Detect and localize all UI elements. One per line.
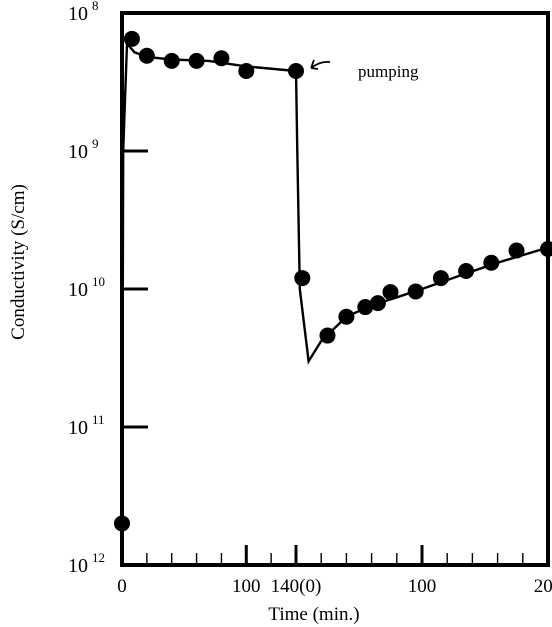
data-point <box>458 263 475 280</box>
data-point <box>338 308 355 325</box>
x-axis-title: Time (min.) <box>268 604 359 625</box>
x-axis-ticks <box>146 545 524 565</box>
data-point <box>163 52 180 69</box>
data-point <box>382 284 399 301</box>
pumping-label: pumping <box>358 62 419 81</box>
data-point <box>288 62 304 79</box>
y-tick-label: 10 10 <box>68 274 105 301</box>
x-tick-label: 200 <box>534 576 552 597</box>
data-point <box>188 52 205 69</box>
y-tick-label: 10 11 <box>68 412 105 439</box>
data-points <box>114 30 552 532</box>
data-point <box>238 62 255 79</box>
x-tick-label: 100 <box>232 576 261 597</box>
data-point <box>483 254 500 271</box>
fit-curve <box>120 40 549 566</box>
data-point <box>407 283 424 300</box>
y-tick-label: 10 8 <box>68 0 99 25</box>
y-tick-label: 10 9 <box>68 136 99 163</box>
data-point <box>357 299 374 316</box>
x-tick-label: 0 <box>117 576 127 597</box>
data-point <box>319 327 336 344</box>
y-axis-title: Conductivity (S/cm) <box>8 184 29 340</box>
data-point <box>294 270 311 287</box>
data-point <box>432 270 449 287</box>
data-point <box>213 50 230 67</box>
x-tick-label: 100 <box>408 576 437 597</box>
data-point <box>508 242 525 259</box>
x-tick-label: 140(0) <box>271 576 322 597</box>
plot-frame <box>120 11 550 567</box>
data-point <box>138 47 155 64</box>
pumping-annotation: pumping <box>310 59 419 81</box>
data-point <box>123 30 140 47</box>
x-axis-tick-labels: 0 100 140(0) 100 200 <box>117 576 552 597</box>
data-point <box>369 295 386 312</box>
y-tick-label: 10 12 <box>68 550 105 577</box>
pumping-arrow-icon <box>310 59 331 70</box>
